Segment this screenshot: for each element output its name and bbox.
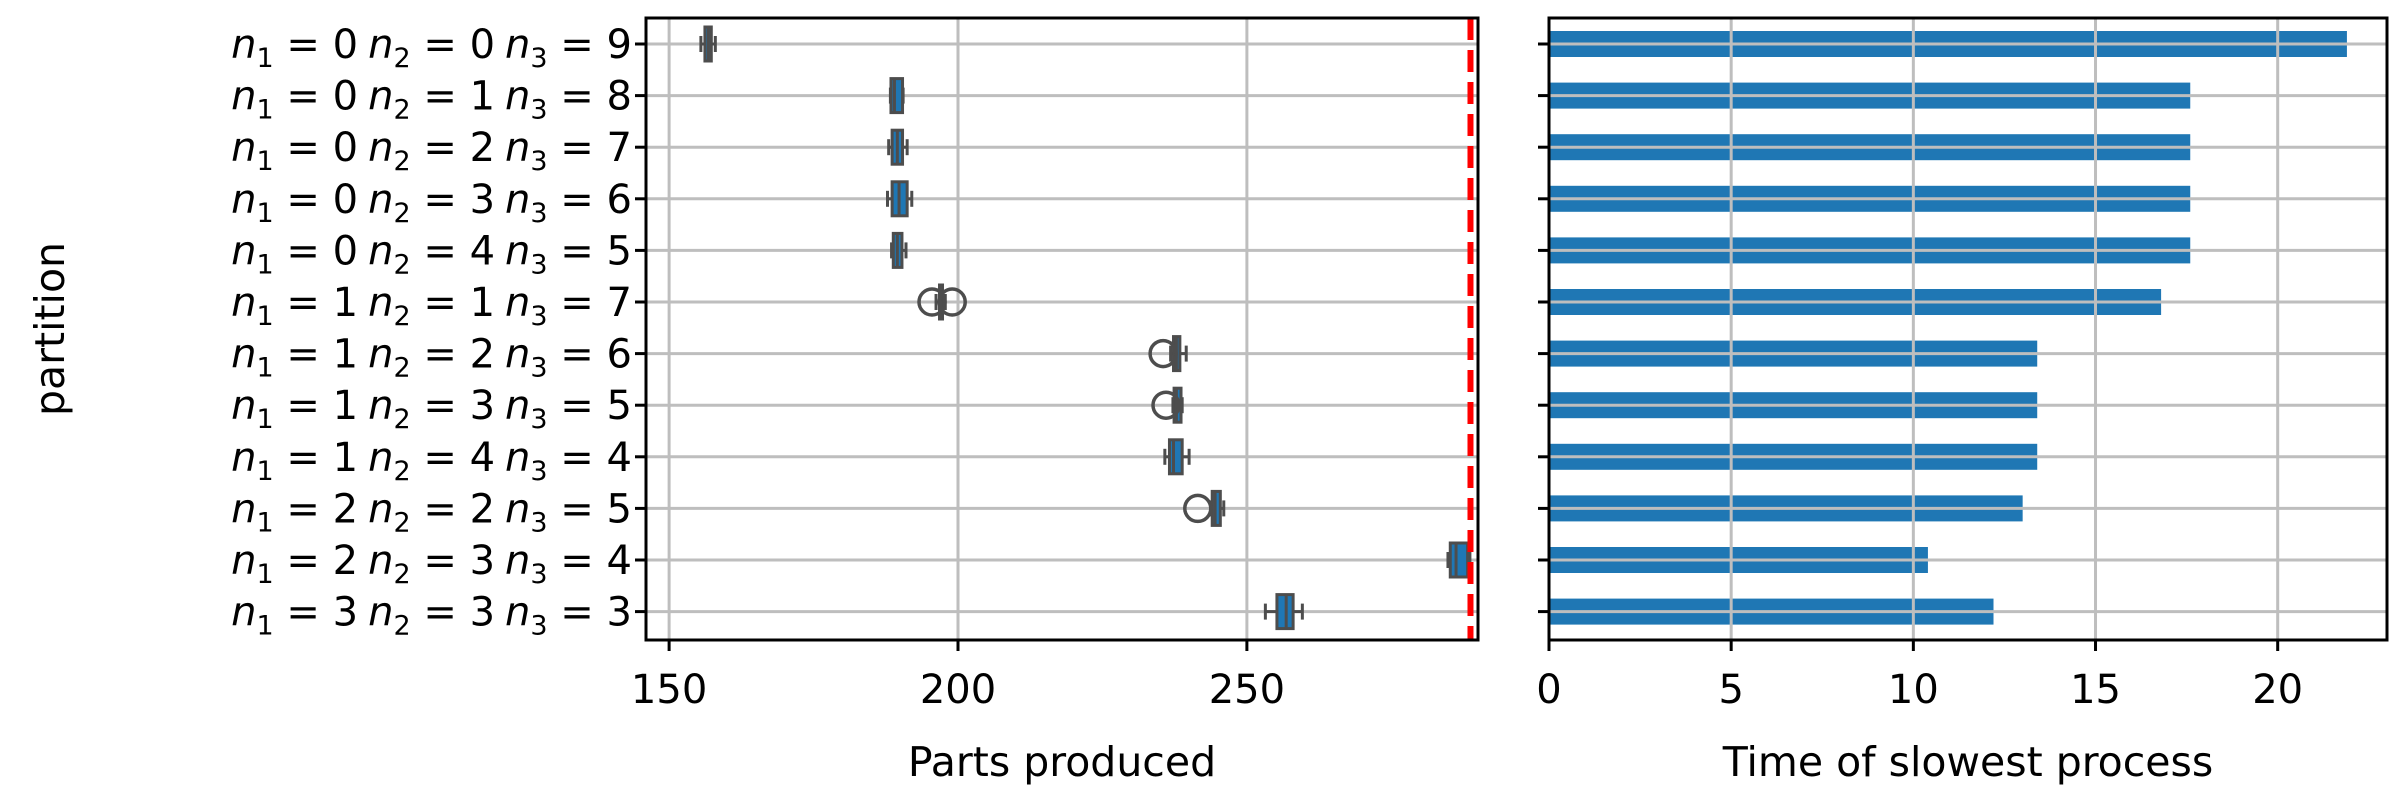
partition-label: n1 = 1 n2 = 4 n3 = 4 — [231, 435, 632, 487]
box-outlier — [937, 287, 967, 317]
left-x-tick-label: 250 — [1209, 667, 1285, 713]
box-plot — [699, 25, 717, 63]
right-x-ticks: 0 5 10 15 20 — [1536, 640, 2303, 713]
box-outlier — [1183, 493, 1213, 524]
left-y-ticks: n1 = 0 n2 = 0 n3 = 9n1 = 0 n2 = 1 n3 = 8n1 =… — [231, 22, 646, 642]
box-outlier — [1148, 338, 1178, 369]
right-x-tick-label: 20 — [2252, 667, 2303, 713]
box-iqr — [1448, 541, 1470, 579]
left-gridlines — [646, 18, 1478, 640]
partition-label: n1 = 3 n2 = 3 n3 = 3 — [231, 590, 632, 642]
left-x-tick-label: 200 — [920, 667, 996, 713]
left-x-ticks: 150 200 250 — [631, 640, 1285, 713]
right-axes-frame — [1547, 16, 2389, 642]
partition-label: n1 = 0 n2 = 1 n3 = 8 — [231, 74, 632, 126]
right-x-tick-label: 0 — [1536, 667, 1561, 713]
box-plot — [917, 283, 967, 321]
box-plot — [888, 77, 905, 115]
right-x-tick-label: 5 — [1718, 667, 1743, 713]
box-plot — [1151, 386, 1184, 424]
partition-label: n1 = 1 n2 = 2 n3 = 6 — [231, 332, 632, 384]
right-x-tick-label: 15 — [2070, 667, 2121, 713]
left-y-axis-title: partition — [26, 242, 74, 416]
right-y-ticks — [1538, 42, 1549, 614]
right-panel-barchart: 0 5 10 15 20 Time of slowest process — [1536, 16, 2389, 786]
box-outlier — [917, 287, 947, 317]
box-iqr — [1167, 438, 1184, 476]
box-plot — [1446, 541, 1472, 579]
partition-label: n1 = 1 n2 = 3 n3 = 5 — [231, 383, 632, 435]
left-axes-frame — [644, 16, 1480, 642]
right-x-tick-label: 10 — [1888, 667, 1939, 713]
partition-label: n1 = 2 n2 = 2 n3 = 5 — [231, 486, 632, 538]
partition-label: n1 = 0 n2 = 0 n3 = 9 — [231, 22, 632, 74]
box-plot — [1163, 438, 1191, 476]
box-plot — [890, 231, 908, 269]
right-x-axis-title: Time of slowest process — [1722, 738, 2214, 786]
partition-label: n1 = 0 n2 = 3 n3 = 6 — [231, 177, 632, 229]
partition-label: n1 = 1 n2 = 1 n3 = 7 — [231, 280, 632, 332]
box-plot — [887, 128, 909, 166]
box-outlier — [1151, 390, 1181, 420]
left-panel-boxplot: n1 = 0 n2 = 0 n3 = 9n1 = 0 n2 = 1 n3 = 8n1 =… — [26, 16, 1480, 786]
box-plot — [1148, 335, 1188, 373]
box-iqr — [889, 77, 905, 115]
partition-label: n1 = 0 n2 = 2 n3 = 7 — [231, 125, 632, 177]
partition-label: n1 = 2 n2 = 3 n3 = 4 — [231, 538, 632, 590]
box-plot — [1263, 593, 1304, 631]
partition-label: n1 = 0 n2 = 4 n3 = 5 — [231, 228, 632, 280]
box-plot — [1183, 489, 1226, 527]
box-plot — [886, 180, 914, 218]
left-x-axis-title: Parts produced — [908, 738, 1216, 786]
left-x-tick-label: 150 — [631, 667, 707, 713]
